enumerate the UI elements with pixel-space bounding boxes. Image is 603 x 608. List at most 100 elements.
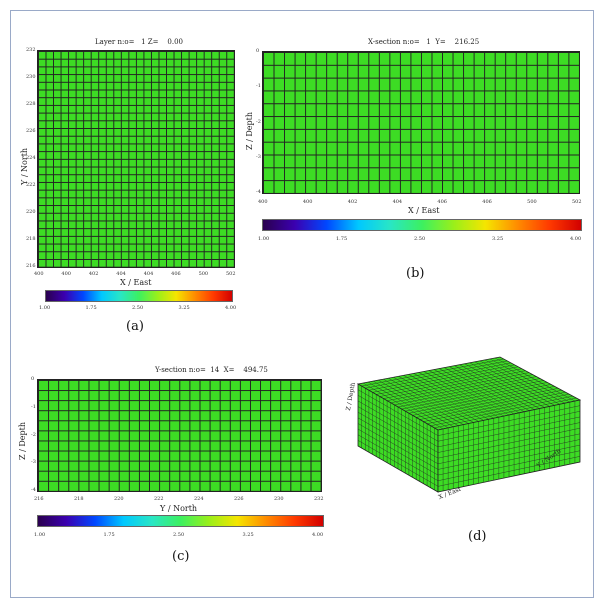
tick-label: 406	[437, 199, 447, 205]
block-grid-line	[357, 423, 439, 470]
block-grid-line	[494, 357, 576, 402]
tick-label: 404	[143, 271, 154, 277]
panel-c-title: Y-section n:o= 14 X= 494.75	[155, 366, 268, 374]
tick-label: 232	[314, 496, 324, 502]
block-grid-line	[373, 380, 454, 427]
block-grid-line	[408, 374, 489, 420]
tick-label: 404	[116, 271, 126, 277]
tick-label: 226	[234, 496, 244, 502]
tick-label: -4	[256, 189, 261, 195]
panel-a-caption: (a)	[126, 319, 144, 334]
block-grid-line	[439, 368, 520, 414]
tick-label: 400	[302, 199, 313, 205]
tick-label: -4	[31, 487, 36, 493]
block-grid-line	[437, 411, 581, 442]
block-grid-line	[437, 439, 581, 470]
tick-label: 228	[26, 101, 36, 107]
tick-label: 0	[31, 376, 35, 382]
block-grid-line	[357, 389, 439, 436]
block-grid-line	[469, 362, 550, 407]
tick-label: 400	[61, 271, 71, 277]
panel-a-grid	[37, 50, 235, 268]
tick-label: 1.75	[336, 236, 348, 242]
block-grid-line	[378, 379, 459, 426]
panel-a-ylabel: Y / North	[20, 147, 29, 185]
block-grid-line	[398, 376, 479, 422]
tick-label: 500	[527, 199, 537, 205]
tick-label: 220	[26, 209, 36, 215]
block-grid-line	[437, 422, 581, 453]
tick-label: 224	[26, 155, 36, 161]
block-grid-line	[362, 382, 444, 430]
panel-b-colorbar	[262, 219, 582, 231]
tick-label: 1.00	[258, 236, 270, 242]
tick-label: 2.50	[414, 236, 426, 242]
block-grid-line	[437, 427, 581, 459]
tick-label: -2	[256, 118, 261, 125]
block-grid-line	[357, 428, 439, 476]
block-grid-line	[437, 416, 581, 448]
tick-label: 2.50	[173, 532, 185, 538]
block-grid-line	[449, 366, 530, 411]
tick-label: 406	[482, 199, 492, 205]
tick-label: 216	[34, 496, 44, 502]
panel-a-xlabel: X / East	[120, 278, 152, 287]
tick-label: 4.00	[312, 532, 324, 538]
panel-b-ylabel: Z / Depth	[245, 112, 254, 150]
tick-label: 222	[26, 182, 36, 188]
panel-c-ylabel: Z / Depth	[18, 422, 27, 460]
block-grid-line	[357, 400, 439, 448]
tick-label: -2	[31, 431, 36, 438]
tick-label: 230	[274, 496, 284, 502]
tick-label: 4.00	[570, 236, 582, 242]
panel-c-grid	[37, 379, 322, 492]
tick-label: 502	[572, 199, 582, 205]
block-grid-line	[418, 372, 499, 418]
block-grid-line	[368, 381, 449, 429]
block-grid-line	[357, 434, 439, 481]
tick-label: 502	[226, 271, 236, 277]
panel-b-grid	[262, 51, 580, 194]
block-grid-line	[437, 405, 581, 436]
block-grid-line	[444, 367, 525, 412]
block-grid-line	[437, 450, 581, 481]
panel-d-3d-block	[356, 356, 582, 493]
tick-label: 1.75	[103, 532, 115, 538]
tick-label: 3.25	[242, 532, 254, 538]
block-grid-line	[433, 369, 515, 415]
tick-label: 230	[26, 74, 36, 80]
tick-label: 3.25	[492, 236, 504, 242]
tick-label: 222	[154, 496, 164, 502]
tick-label: 216	[26, 263, 36, 269]
block-grid-line	[454, 365, 535, 410]
block-grid-line	[423, 371, 505, 417]
block-grid-line	[357, 417, 439, 464]
panel-c-colorbar	[37, 515, 324, 527]
block-grid-line	[388, 378, 469, 424]
block-grid-line	[383, 379, 464, 425]
block-grid-line	[357, 412, 439, 459]
tick-label: -3	[256, 153, 261, 160]
tick-label: 402	[347, 199, 358, 205]
tick-label: 220	[114, 496, 124, 502]
tick-label: 1.00	[39, 305, 51, 311]
tick-label: 400	[258, 199, 268, 205]
block-grid-line	[357, 440, 439, 487]
tick-label: 226	[26, 128, 36, 134]
block-grid-line	[479, 360, 560, 405]
tick-label: 400	[34, 271, 44, 277]
block-grid-line	[413, 373, 494, 419]
tick-label: 406	[171, 271, 181, 277]
tick-label: -3	[31, 459, 36, 466]
block-grid-line	[489, 358, 570, 403]
tick-label: 218	[74, 496, 84, 502]
tick-label: 224	[194, 496, 204, 502]
tick-label: 3.25	[178, 305, 190, 311]
block-grid-line	[474, 361, 555, 406]
panel-c-caption: (c)	[172, 549, 190, 564]
panel-a-colorbar	[45, 290, 233, 302]
panel-b-title: X-section n:o= 1 Y= 216.25	[368, 38, 480, 46]
block-grid-line	[484, 359, 565, 404]
panel-a-title: Layer n:o= 1 Z= 0.00	[95, 38, 184, 46]
tick-label: 1.75	[85, 305, 97, 311]
